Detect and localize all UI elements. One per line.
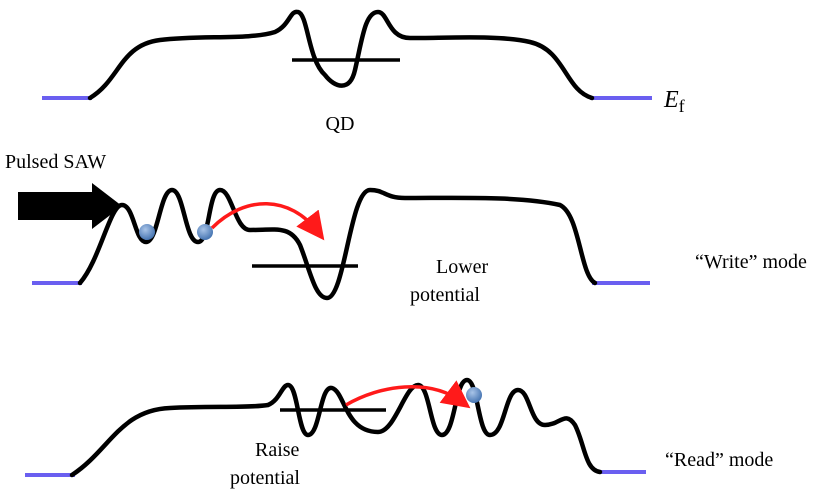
read-mode-label: “Read” mode	[665, 449, 773, 471]
potential-curve	[87, 9, 595, 101]
potential-curve	[69, 377, 603, 478]
lower-label: potential	[410, 284, 480, 306]
transfer-arrow	[345, 380, 471, 409]
write-mode-label: “Write” mode	[695, 251, 807, 273]
saw-arrow	[18, 183, 122, 229]
lower-label: Lower	[436, 256, 489, 278]
fermi-symbol: E	[663, 87, 679, 113]
read-potential: Raise potential “Read” mode	[25, 377, 773, 489]
write-potential: Pulsed SAW Lower potential “Write” mode	[5, 151, 807, 306]
electron	[139, 224, 155, 240]
electron	[466, 387, 482, 403]
fermi-label: Ef	[663, 87, 685, 116]
top-potential: QD Ef	[42, 9, 685, 135]
electron	[197, 224, 213, 240]
qd-label: QD	[326, 113, 355, 135]
raise-label: potential	[230, 467, 300, 489]
fermi-subscript: f	[679, 96, 685, 116]
potential-curve	[77, 187, 598, 301]
transfer-arrow	[210, 202, 325, 241]
raise-label: Raise	[255, 439, 300, 461]
saw-label: Pulsed SAW	[5, 151, 106, 173]
